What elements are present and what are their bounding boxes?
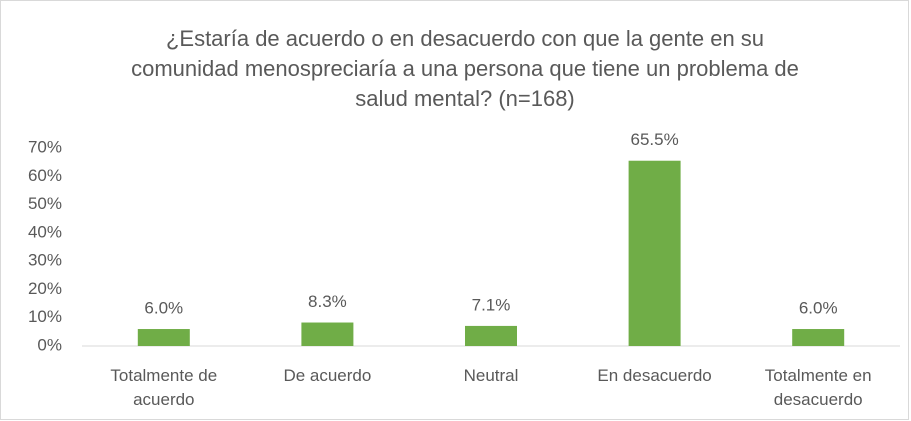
y-tick-label: 20% <box>28 279 62 298</box>
bar <box>465 325 517 346</box>
data-label: 8.3% <box>308 292 347 311</box>
chart-title: ¿Estaría de acuerdo o en desacuerdo con … <box>131 26 799 111</box>
y-tick-label: 0% <box>37 335 62 354</box>
data-label: 7.1% <box>472 295 511 314</box>
x-tick-label: Neutral <box>463 366 519 385</box>
x-tick-label: De acuerdo <box>283 366 372 385</box>
data-label: 65.5% <box>630 130 678 149</box>
x-tick-label: En desacuerdo <box>597 366 712 385</box>
x-tick-label: Totalmente en desacuerdo <box>764 366 872 409</box>
bar <box>628 160 681 346</box>
bar <box>792 329 845 346</box>
y-tick-label: 70% <box>28 137 62 156</box>
y-tick-label: 60% <box>28 166 62 185</box>
y-tick-label: 40% <box>28 222 62 241</box>
bar <box>137 329 190 346</box>
y-tick-label: 10% <box>28 307 62 326</box>
bar <box>301 322 354 346</box>
x-tick-label: Totalmente de acuerdo <box>110 366 218 409</box>
data-label: 6.0% <box>799 299 838 318</box>
y-tick-label: 50% <box>28 194 62 213</box>
y-tick-label: 30% <box>28 251 62 270</box>
data-label: 6.0% <box>144 299 183 318</box>
